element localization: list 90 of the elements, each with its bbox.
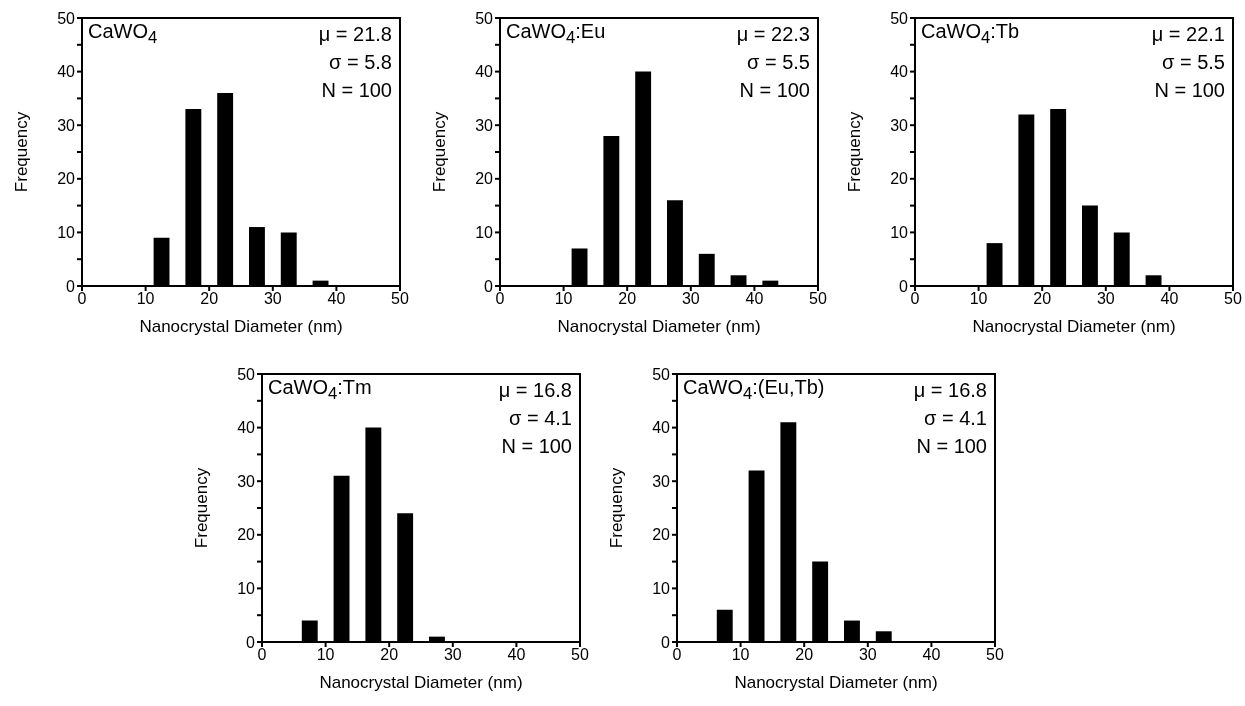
y-tick-label: 10 xyxy=(890,224,909,242)
annotation: μ = 21.8 xyxy=(318,22,392,47)
y-tick-label: 30 xyxy=(890,116,909,134)
y-tick-label: 10 xyxy=(652,580,671,598)
y-axis-title: Frequency xyxy=(430,111,450,193)
x-tick-label: 0 xyxy=(495,290,505,308)
x-tick-label: 40 xyxy=(1160,290,1179,308)
x-tick-label: 30 xyxy=(681,290,700,308)
y-tick-label: 50 xyxy=(57,9,76,27)
y-axis-title: Frequency xyxy=(845,111,865,193)
x-tick-label: 50 xyxy=(391,290,409,308)
chart-title: CaWO$_{4}$:Tb xyxy=(921,20,1020,48)
x-tick-label: 40 xyxy=(745,290,764,308)
x-tick-label: 10 xyxy=(969,290,988,308)
x-tick-label: 10 xyxy=(554,290,573,308)
x-tick-label: 50 xyxy=(809,290,827,308)
y-tick-label: 50 xyxy=(237,365,256,383)
annotation: μ = 22.3 xyxy=(736,22,810,47)
x-tick-label: 20 xyxy=(795,646,814,664)
y-tick-label: 20 xyxy=(237,526,256,544)
y-tick-label: 20 xyxy=(475,170,494,188)
y-tick-label: 30 xyxy=(237,472,256,490)
y-tick-label: 20 xyxy=(890,170,909,188)
y-tick-label: 0 xyxy=(246,633,256,651)
y-tick-label: 0 xyxy=(66,277,76,295)
x-tick-label: 20 xyxy=(200,290,219,308)
annotation: μ = 16.8 xyxy=(498,378,572,403)
annotation: N = 100 xyxy=(320,78,392,103)
x-axis-title: Nanocrystal Diameter (nm) xyxy=(319,673,523,692)
x-tick-label: 30 xyxy=(263,290,282,308)
x-tick-label: 10 xyxy=(731,646,750,664)
annotation: σ = 5.5 xyxy=(746,50,810,75)
y-tick-label: 10 xyxy=(475,224,494,242)
x-axis-title: Nanocrystal Diameter (nm) xyxy=(557,317,761,336)
x-tick-label: 0 xyxy=(910,290,920,308)
y-tick-label: 50 xyxy=(652,365,671,383)
y-tick-label: 30 xyxy=(57,116,76,134)
y-tick-label: 20 xyxy=(57,170,76,188)
annotation: N = 100 xyxy=(500,434,572,459)
annotation: σ = 4.1 xyxy=(508,406,572,431)
annotation: σ = 5.8 xyxy=(328,50,392,75)
y-axis-title: Frequency xyxy=(192,467,212,549)
annotation: N = 100 xyxy=(915,434,987,459)
x-tick-label: 0 xyxy=(77,290,87,308)
x-tick-label: 40 xyxy=(507,646,526,664)
annotation: N = 100 xyxy=(738,78,810,103)
x-axis-title: Nanocrystal Diameter (nm) xyxy=(972,317,1176,336)
chart-title: CaWO$_{4}$:(Eu,Tb) xyxy=(683,376,825,404)
x-tick-label: 20 xyxy=(618,290,637,308)
y-tick-label: 0 xyxy=(661,633,671,651)
y-tick-label: 40 xyxy=(890,63,909,81)
y-axis-title: Frequency xyxy=(12,111,32,193)
y-axis-title: Frequency xyxy=(607,467,627,549)
y-tick-label: 50 xyxy=(890,9,909,27)
x-tick-label: 40 xyxy=(922,646,941,664)
annotation: σ = 5.5 xyxy=(1161,50,1225,75)
chart-title: CaWO$_{4}$:Tm xyxy=(268,376,372,404)
y-tick-label: 40 xyxy=(652,419,671,437)
y-tick-label: 0 xyxy=(484,277,494,295)
y-tick-label: 0 xyxy=(899,277,909,295)
annotation: σ = 4.1 xyxy=(923,406,987,431)
x-tick-label: 50 xyxy=(571,646,589,664)
y-tick-label: 30 xyxy=(652,472,671,490)
x-axis-title: Nanocrystal Diameter (nm) xyxy=(139,317,343,336)
x-tick-label: 20 xyxy=(1033,290,1052,308)
x-tick-label: 50 xyxy=(1224,290,1242,308)
y-tick-label: 30 xyxy=(475,116,494,134)
annotation: μ = 22.1 xyxy=(1151,22,1225,47)
x-tick-label: 30 xyxy=(858,646,877,664)
y-tick-label: 40 xyxy=(237,419,256,437)
x-tick-label: 10 xyxy=(136,290,155,308)
x-tick-label: 20 xyxy=(380,646,399,664)
x-tick-label: 30 xyxy=(1096,290,1115,308)
annotation: μ = 16.8 xyxy=(913,378,987,403)
x-tick-label: 40 xyxy=(327,290,346,308)
x-tick-label: 0 xyxy=(257,646,267,664)
chart-title: CaWO$_{4}$:Eu xyxy=(506,20,606,48)
y-tick-label: 10 xyxy=(57,224,76,242)
y-tick-label: 20 xyxy=(652,526,671,544)
x-tick-label: 10 xyxy=(316,646,335,664)
y-tick-label: 40 xyxy=(475,63,494,81)
x-tick-label: 50 xyxy=(986,646,1004,664)
chart-title: CaWO$_{4}$ xyxy=(88,20,158,48)
annotation: N = 100 xyxy=(1153,78,1225,103)
y-tick-label: 40 xyxy=(57,63,76,81)
x-tick-label: 30 xyxy=(443,646,462,664)
y-tick-label: 10 xyxy=(237,580,256,598)
x-axis-title: Nanocrystal Diameter (nm) xyxy=(734,673,938,692)
y-tick-label: 50 xyxy=(475,9,494,27)
x-tick-label: 0 xyxy=(672,646,682,664)
